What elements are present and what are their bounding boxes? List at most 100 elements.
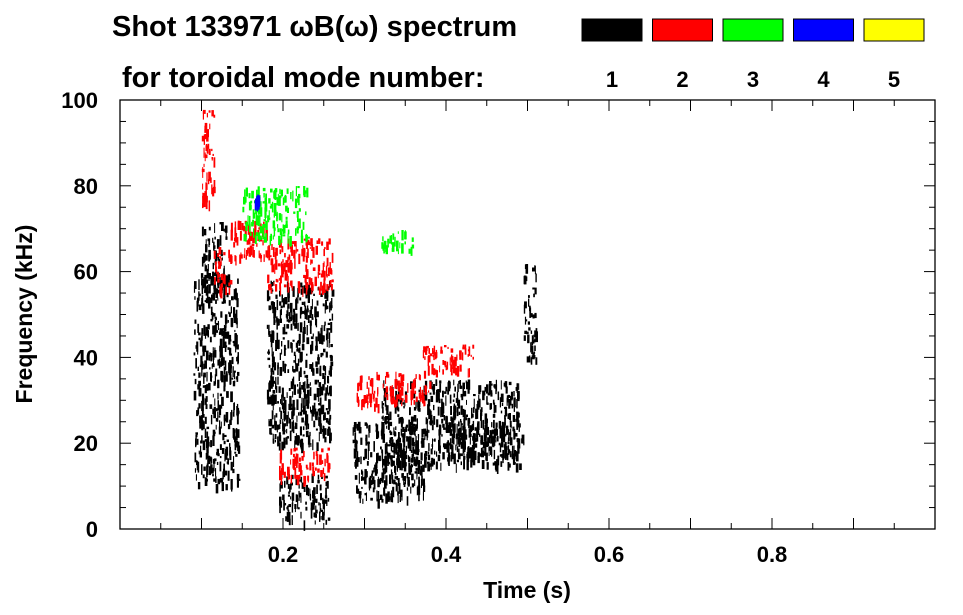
spectrum-mark <box>498 420 501 429</box>
spectrum-mark <box>423 428 426 434</box>
spectrum-mark <box>295 313 298 322</box>
spectrum-mark <box>221 371 224 378</box>
spectrum-mark <box>282 360 285 372</box>
spectrum-region-mode-2 <box>356 370 432 414</box>
spectrum-mark <box>406 436 408 442</box>
spectrum-mark <box>385 404 387 411</box>
spectrum-mark <box>282 197 285 206</box>
spectrum-mark <box>479 385 482 393</box>
spectrum-mark <box>530 330 533 334</box>
spectrum-mark <box>508 399 511 409</box>
spectrum-mark <box>453 363 456 374</box>
spectrum-mark <box>284 195 287 203</box>
spectrum-mark <box>516 411 519 421</box>
spectrum-mark <box>193 373 196 376</box>
spectrum-mark <box>460 453 463 457</box>
spectrum-mark <box>364 448 367 459</box>
spectrum-mark <box>211 363 213 369</box>
spectrum-mark <box>217 400 219 411</box>
spectrum-mark <box>526 356 530 363</box>
spectrum-mark <box>224 453 226 462</box>
spectrum-mark <box>381 421 383 432</box>
spectrum-mark <box>320 293 323 297</box>
spectrum-mark <box>294 436 297 445</box>
spectrum-mark <box>313 293 315 296</box>
spectrum-mark <box>214 255 218 261</box>
spectrum-mark <box>327 420 329 424</box>
spectrum-mark <box>213 250 216 259</box>
spectrum-mark <box>450 356 454 361</box>
spectrum-mark <box>295 447 298 451</box>
spectrum-mark <box>395 426 397 431</box>
spectrum-mark <box>482 390 485 401</box>
spectrum-mark <box>450 452 454 460</box>
spectrum-mark <box>418 476 420 487</box>
spectrum-mark <box>327 517 331 521</box>
spectrum-mark <box>468 453 471 459</box>
spectrum-mark <box>460 393 463 398</box>
spectrum-mark <box>460 419 462 423</box>
spectrum-mark <box>243 197 247 203</box>
spectrum-mark <box>275 421 277 430</box>
spectrum-mark <box>395 443 398 454</box>
spectrum-mark <box>475 409 479 419</box>
spectrum-mark <box>417 463 420 474</box>
spectrum-mark <box>207 444 209 454</box>
spectrum-mark <box>462 346 465 350</box>
spectrum-mark <box>303 285 306 294</box>
spectrum-mark <box>411 464 413 468</box>
spectrum-mark <box>291 378 294 382</box>
spectrum-mark <box>437 454 441 462</box>
spectrum-mark <box>297 389 299 394</box>
spectrum-mark <box>280 305 283 309</box>
spectrum-mark <box>284 253 286 258</box>
spectrum-mark <box>215 484 219 494</box>
spectrum-mark <box>223 366 226 375</box>
spectrum-mark <box>229 450 232 461</box>
spectrum-mark <box>303 384 305 393</box>
spectrum-mark <box>444 391 447 394</box>
spectrum-mark <box>371 470 374 474</box>
spectrum-mark <box>228 362 230 374</box>
spectrum-mark <box>411 473 414 481</box>
spectrum-mark <box>315 361 318 367</box>
spectrum-mark <box>399 242 401 249</box>
spectrum-mark <box>319 340 321 344</box>
spectrum-mark <box>201 420 204 431</box>
spectrum-mark <box>247 215 249 226</box>
spectrum-region-mode-1 <box>193 271 241 494</box>
spectrum-mark <box>388 452 391 458</box>
spectrum-mark <box>278 213 282 221</box>
spectrum-mark <box>470 459 473 468</box>
spectrum-mark <box>370 403 372 408</box>
spectrum-mark <box>408 436 412 446</box>
spectrum-mark <box>236 441 239 448</box>
spectrum-mark <box>428 409 431 416</box>
spectrum-mark <box>233 289 236 300</box>
spectrum-mark <box>216 239 220 249</box>
spectrum-mark <box>355 441 358 452</box>
spectrum-mark <box>423 485 426 492</box>
spectrum-mark <box>398 417 401 424</box>
spectrum-mark <box>403 405 405 409</box>
spectrum-mark <box>203 147 205 158</box>
spectrum-mark <box>290 280 293 286</box>
spectrum-mark <box>392 455 395 458</box>
spectrum-mark <box>463 453 465 456</box>
spectrum-mark <box>410 390 413 401</box>
spectrum-mark <box>320 353 323 358</box>
spectrum-mark <box>295 363 298 372</box>
spectrum-mark <box>201 287 204 295</box>
spectrum-mark <box>316 454 319 465</box>
spectrum-mark <box>206 431 209 439</box>
spectrum-mark <box>478 398 481 408</box>
spectrum-mark <box>381 472 384 483</box>
spectrum-mark <box>327 392 330 396</box>
spectrum-mark <box>491 422 493 428</box>
spectrum-mark <box>318 238 321 244</box>
spectrum-mark <box>276 332 279 341</box>
spectrum-mark <box>301 344 305 351</box>
spectrum-mark <box>500 410 503 414</box>
spectrum-mark <box>272 390 276 394</box>
spectrum-mark <box>226 391 229 398</box>
